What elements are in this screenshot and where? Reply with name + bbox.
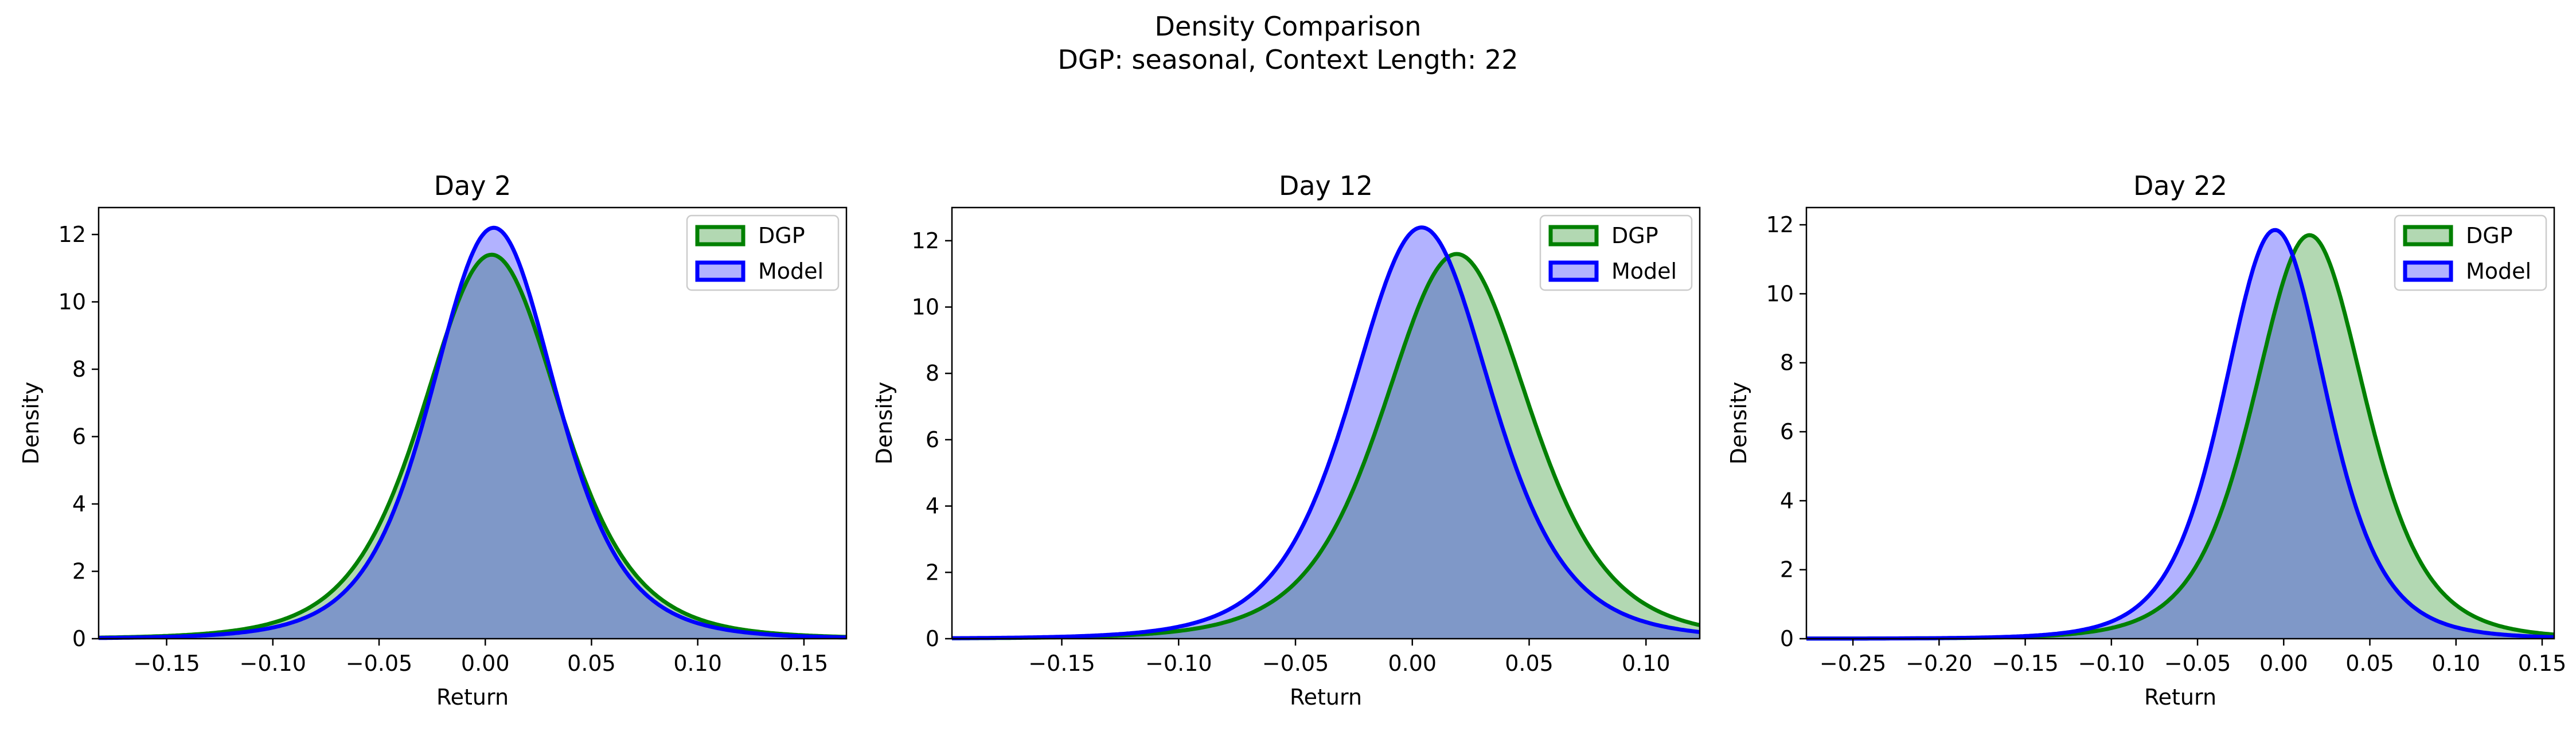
figure-subtitle: DGP: seasonal, Context Length: 22: [1057, 44, 1518, 75]
overlap-density-fill: [952, 257, 1700, 639]
subplot-3: −0.25 −0.20 −0.15 −0.10 −0.05 0.00 0.05 0.10 0.1…: [1726, 170, 2566, 710]
subplot-title: Day 22: [2133, 170, 2227, 201]
y-tick-label: 10: [1766, 281, 1794, 306]
legend: DGP Model: [1539, 214, 1693, 291]
y-axis-label: Density: [18, 382, 44, 464]
model-density-line: [951, 225, 1700, 640]
x-tick-label: 0.05: [567, 651, 616, 676]
y-tick-label: 4: [72, 491, 86, 517]
x-tick-label: 0.15: [780, 651, 829, 676]
dgp-density-line: [98, 252, 847, 640]
x-tick-label: 0.05: [1505, 651, 1554, 676]
y-tick-label: 4: [1780, 488, 1794, 513]
y-tick-label: 0: [1780, 626, 1794, 651]
subplots-group: −0.15 −0.10 −0.05 0.00 0.05 0.10 0.15 0 2 4 6 8 10 12…: [18, 170, 2566, 710]
plot-frame: [951, 206, 1701, 640]
y-tick-label: 8: [72, 357, 86, 382]
x-tick-label: 0.00: [2259, 651, 2308, 676]
legend-label-model: Model: [1611, 259, 1677, 284]
y-axis-label: Density: [1726, 382, 1751, 464]
y-tick-label: 12: [58, 222, 86, 247]
y-axis-label: Density: [872, 382, 897, 464]
legend: DGP Model: [2394, 214, 2547, 291]
x-tick-label: −0.05: [346, 651, 412, 676]
x-tick-label: −0.10: [240, 651, 306, 676]
y-tick-label: 6: [72, 424, 86, 449]
model-density-line: [98, 225, 847, 640]
x-tick-label: 0.00: [1388, 651, 1437, 676]
y-tick-label: 12: [912, 228, 939, 253]
model-density-fill: [1806, 230, 2554, 639]
legend-label-dgp: DGP: [2466, 223, 2513, 248]
y-tick-label: 6: [1780, 419, 1794, 444]
x-tick-label: 0.00: [461, 651, 510, 676]
plot-frame: [1805, 206, 2555, 640]
x-tick-label: 0.05: [2345, 651, 2394, 676]
y-tick-label: 6: [926, 427, 939, 452]
y-tick-label: 8: [1780, 350, 1794, 376]
y-tick-label: 2: [926, 560, 939, 585]
legend-label-model: Model: [2466, 259, 2531, 284]
x-axis-label: Return: [2144, 685, 2216, 710]
x-tick-label: −0.05: [1262, 651, 1329, 676]
x-tick-label: −0.15: [1028, 651, 1095, 676]
y-tick-label: 10: [912, 295, 939, 320]
x-tick-label: −0.25: [1820, 651, 1886, 676]
x-tick-label: −0.05: [2164, 651, 2231, 676]
x-tick-label: −0.10: [2078, 651, 2145, 676]
legend-swatch-model: [1548, 260, 1599, 282]
y-tick-label: 4: [926, 494, 939, 519]
legend-label-dgp: DGP: [758, 223, 805, 248]
x-tick-label: 0.10: [673, 651, 722, 676]
plot-frame: [97, 206, 848, 640]
x-tick-label: 0.10: [1622, 651, 1671, 676]
x-tick-label: −0.15: [1992, 651, 2058, 676]
y-tick-label: 2: [1780, 557, 1794, 583]
legend-swatch-dgp: [1548, 225, 1599, 247]
legend-swatch-dgp: [2403, 225, 2453, 247]
figure-title: Density Comparison: [1155, 11, 1422, 42]
x-tick-label: 0.15: [2518, 651, 2567, 676]
x-tick-label: 0.10: [2431, 651, 2480, 676]
y-tick-label: 0: [926, 626, 939, 651]
subplot-2: −0.15 −0.10 −0.05 0.00 0.05 0.10 0 2 4 6 8 10 12 Day …: [872, 170, 1701, 710]
y-tick-label: 2: [72, 559, 86, 584]
legend-swatch-dgp: [695, 225, 746, 247]
legend: DGP Model: [686, 214, 840, 291]
legend-label-dgp: DGP: [1611, 223, 1658, 248]
legend-label-model: Model: [758, 259, 823, 284]
subplot-title: Day 2: [434, 170, 512, 201]
x-axis-label: Return: [1290, 685, 1362, 710]
x-tick-label: −0.10: [1145, 651, 1212, 676]
x-tick-label: −0.15: [133, 651, 200, 676]
x-tick-label: −0.20: [1906, 651, 1972, 676]
y-tick-label: 0: [72, 626, 86, 651]
y-tick-label: 10: [58, 290, 86, 315]
y-tick-label: 8: [926, 361, 939, 386]
overlap-density-fill: [99, 255, 846, 639]
legend-swatch-model: [2403, 260, 2453, 282]
y-tick-label: 12: [1766, 212, 1794, 237]
x-axis-label: Return: [436, 685, 509, 710]
subplot-title: Day 12: [1279, 170, 1373, 201]
subplot-1: −0.15 −0.10 −0.05 0.00 0.05 0.10 0.15 0 2 4 6 8 10 12…: [18, 170, 848, 710]
legend-swatch-model: [695, 260, 746, 282]
